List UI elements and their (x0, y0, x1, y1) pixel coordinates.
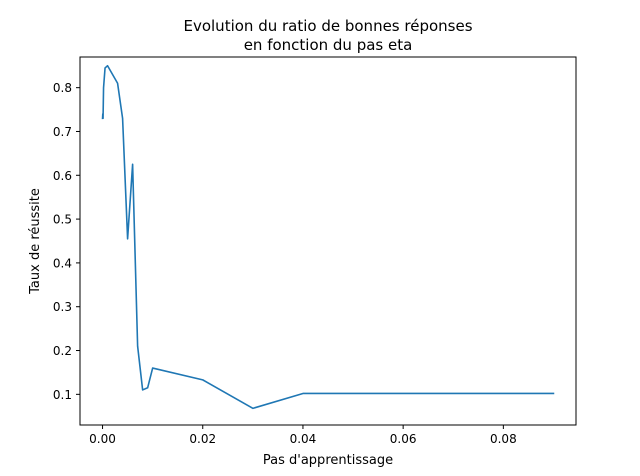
chart-title: Evolution du ratio de bonnes réponses (183, 17, 472, 35)
x-axis: 0.00 0.02 0.04 0.06 0.08 (89, 425, 517, 446)
y-tick-label: 0.5 (53, 213, 72, 227)
x-tick-label: 0.04 (290, 432, 317, 446)
y-tick-label: 0.1 (53, 388, 72, 402)
x-tick-label: 0.00 (89, 432, 116, 446)
plot-area (101, 64, 555, 410)
series-line (101, 64, 555, 410)
x-tick-label: 0.08 (490, 432, 517, 446)
chart-subtitle: en fonction du pas eta (244, 36, 413, 54)
x-tick-label: 0.06 (390, 432, 417, 446)
y-axis-label: Taux de réussite (28, 188, 43, 295)
y-tick-label: 0.4 (53, 256, 72, 270)
x-axis-label: Pas d'apprentissage (263, 453, 393, 468)
y-tick-label: 0.8 (53, 81, 72, 95)
y-axis: 0.1 0.2 0.3 0.4 0.5 0.6 0.7 0.8 (53, 81, 80, 402)
y-tick-label: 0.2 (53, 344, 72, 358)
y-tick-label: 0.7 (53, 125, 72, 139)
y-tick-label: 0.3 (53, 300, 72, 314)
x-tick-label: 0.02 (189, 432, 216, 446)
y-tick-label: 0.6 (53, 169, 72, 183)
axes-frame (79, 56, 577, 426)
